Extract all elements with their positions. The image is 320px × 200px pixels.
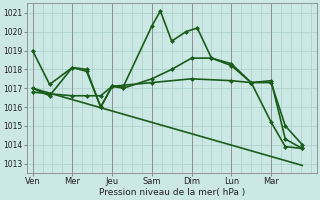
X-axis label: Pression niveau de la mer( hPa ): Pression niveau de la mer( hPa ) xyxy=(99,188,245,197)
